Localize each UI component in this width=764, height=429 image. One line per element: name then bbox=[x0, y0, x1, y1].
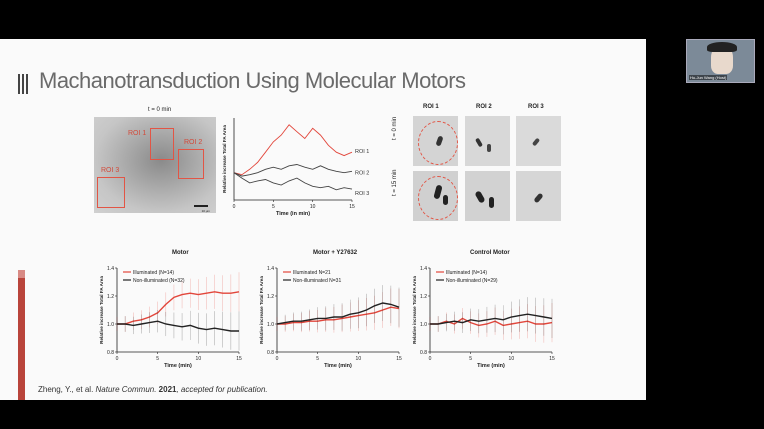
slide-title: Machanotransduction Using Molecular Moto… bbox=[39, 68, 466, 93]
citation-journal: Nature Commun. bbox=[95, 385, 159, 394]
series-line-1 bbox=[277, 306, 400, 325]
roi-grid-row-2: t = 15 min bbox=[392, 169, 398, 196]
citation-author: Zheng, Y., et al. bbox=[38, 385, 96, 394]
chart-title-control-motor: Control Motor bbox=[470, 250, 510, 256]
legend-label: Non-illuminated (N=32) bbox=[133, 278, 185, 284]
y-axis-label: Relative increase Total FA Area bbox=[412, 276, 417, 344]
y-tick-label: 1.4 bbox=[420, 266, 427, 272]
scale-bar bbox=[194, 205, 208, 207]
hair-shape bbox=[707, 42, 737, 52]
y-tick-label: 1.2 bbox=[267, 294, 274, 300]
chart-motor: 0 5 10 15 0.8 1.0 1.2 1.4 Time (min) Relative inc… bbox=[99, 266, 242, 369]
y-tick-label: 1.4 bbox=[107, 266, 114, 272]
roi-label-2: ROI 2 bbox=[184, 139, 203, 146]
roi-label-1: ROI 1 bbox=[128, 130, 147, 137]
accent-bar bbox=[18, 278, 25, 400]
roi-thumb-2-0 bbox=[465, 116, 510, 166]
x-axis-label: Time (min) bbox=[477, 363, 505, 369]
y-tick-label: 1.0 bbox=[107, 322, 114, 328]
y-tick-label: 0.8 bbox=[107, 350, 114, 356]
legend-label: Illuminated N=21 bbox=[293, 270, 331, 276]
series-line-1 bbox=[233, 124, 353, 176]
roi-grid-col-2: ROI 2 bbox=[476, 104, 492, 110]
x-tick-label: 15 bbox=[349, 204, 355, 210]
series-line-2 bbox=[276, 302, 400, 325]
chart-title-motor-y27632: Motor + Y27632 bbox=[313, 250, 358, 256]
x-tick-label: 0 bbox=[276, 356, 279, 362]
x-tick-label: 5 bbox=[469, 356, 472, 362]
x-tick-label: 10 bbox=[310, 204, 316, 210]
x-tick-label: 15 bbox=[236, 356, 242, 362]
title-bars-icon bbox=[18, 74, 28, 94]
legend-label: Non-illuminated (N=29) bbox=[446, 278, 498, 284]
y-axis-label: Relative increase Total FA Area bbox=[222, 125, 227, 193]
series-line-3 bbox=[233, 172, 353, 191]
roi-box-1 bbox=[150, 128, 174, 160]
roi-thumb-1-1 bbox=[413, 171, 458, 221]
y-axis-label: Relative increase Total FA Area bbox=[259, 276, 264, 344]
legend-label: Illuminated (N=14) bbox=[133, 270, 174, 276]
citation-tail: , accepted for publication. bbox=[176, 385, 268, 394]
series-line-2 bbox=[233, 164, 353, 177]
y-tick-label: 0.8 bbox=[420, 350, 427, 356]
series-label: ROI 2 bbox=[355, 170, 369, 176]
webcam-name: Hu-Jun Wang (Host) bbox=[689, 75, 728, 80]
x-tick-label: 5 bbox=[316, 356, 319, 362]
webcam-thumbnail[interactable]: Hu-Jun Wang (Host) bbox=[686, 39, 755, 83]
x-tick-label: 15 bbox=[549, 356, 555, 362]
legend-label: Non-illuminated N=31 bbox=[293, 278, 341, 284]
x-tick-label: 0 bbox=[429, 356, 432, 362]
y-tick-label: 1.2 bbox=[420, 294, 427, 300]
x-tick-label: 10 bbox=[356, 356, 362, 362]
roi-thumb-2-1 bbox=[465, 171, 510, 221]
x-axis-label: Time (min) bbox=[324, 363, 352, 369]
x-tick-label: 0 bbox=[116, 356, 119, 362]
y-tick-label: 1.4 bbox=[267, 266, 274, 272]
x-tick-label: 0 bbox=[233, 204, 236, 210]
chart-motor-y27632: 0 5 10 15 0.8 1.0 1.2 1.4 Time (min) Relative inc… bbox=[259, 266, 402, 369]
legend-label: Illuminated (N=14) bbox=[446, 270, 487, 276]
x-tick-label: 5 bbox=[272, 204, 275, 210]
roi-thumb-1-0 bbox=[413, 116, 458, 166]
cell-time-label: t = 0 min bbox=[148, 107, 172, 113]
x-tick-label: 5 bbox=[156, 356, 159, 362]
roi-thumb-3-1 bbox=[516, 171, 561, 221]
roi-box-2 bbox=[178, 149, 204, 179]
y-tick-label: 1.0 bbox=[420, 322, 427, 328]
roi-grid-row-1: t = 0 min bbox=[392, 116, 398, 140]
cell-image: 10 μm bbox=[94, 117, 216, 213]
x-axis-label: Time (min) bbox=[164, 363, 192, 369]
series-line-2 bbox=[117, 320, 239, 332]
y-tick-label: 0.8 bbox=[267, 350, 274, 356]
chart-title-motor: Motor bbox=[172, 250, 189, 256]
citation-year: 2021 bbox=[158, 385, 177, 394]
x-axis-label: Time (in min) bbox=[276, 211, 310, 217]
y-tick-label: 1.2 bbox=[107, 294, 114, 300]
y-tick-label: 1.0 bbox=[267, 322, 274, 328]
series-label: ROI 1 bbox=[355, 149, 369, 155]
x-tick-label: 10 bbox=[196, 356, 202, 362]
roi-grid-col-1: ROI 1 bbox=[423, 104, 439, 110]
series-line-1 bbox=[117, 291, 240, 325]
citation: Zheng, Y., et al. Nature Commun. 2021, a… bbox=[38, 385, 268, 394]
roi-grid-col-3: ROI 3 bbox=[528, 104, 544, 110]
roi-label-3: ROI 3 bbox=[101, 167, 120, 174]
chart-control-motor: 0 5 10 15 0.8 1.0 1.2 1.4 Time (min) Relative inc… bbox=[412, 266, 555, 369]
series-line-2 bbox=[430, 313, 553, 325]
roi-thumb-3-0 bbox=[516, 116, 561, 166]
accent-bar-top bbox=[18, 270, 25, 278]
series-label: ROI 3 bbox=[355, 191, 369, 197]
scale-label: 10 μm bbox=[201, 209, 210, 213]
x-tick-label: 10 bbox=[509, 356, 515, 362]
x-tick-label: 15 bbox=[396, 356, 402, 362]
roi-box-3 bbox=[97, 177, 125, 208]
y-axis-label: Relative increase Total FA Area bbox=[99, 276, 104, 344]
person-avatar bbox=[711, 46, 733, 74]
roi-chart: 0 5 10 15 Time (in min) Relative increase Tot… bbox=[222, 118, 369, 217]
